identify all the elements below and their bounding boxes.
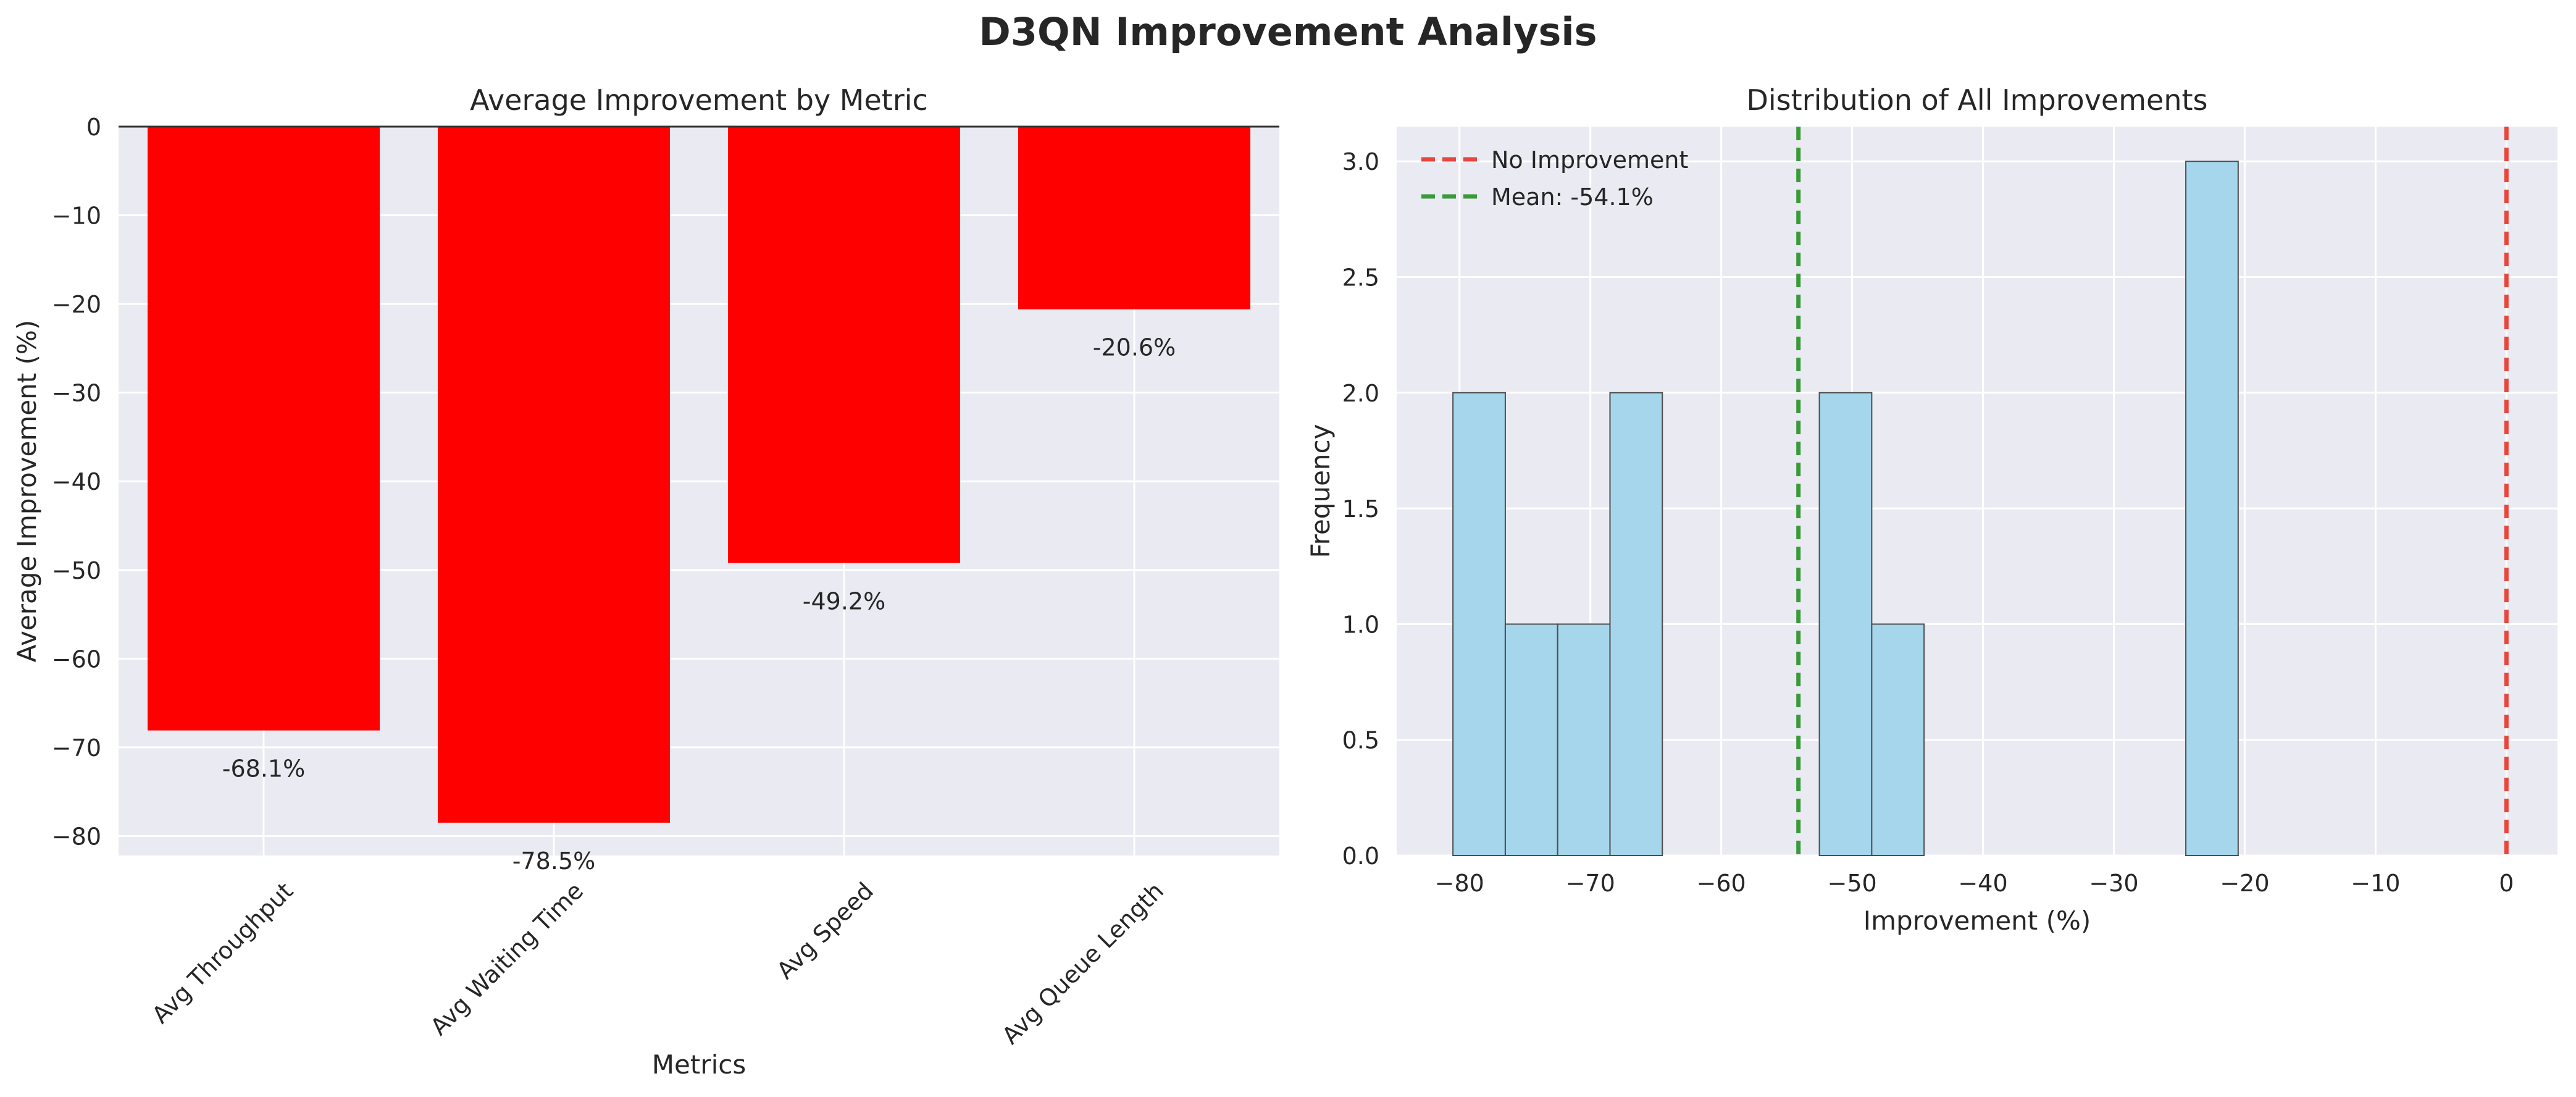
hist-bin <box>1557 623 1611 857</box>
hist-legend: No Improvement Mean: -54.1% <box>1421 146 1688 211</box>
bar-y-tick-label: −40 <box>52 468 101 495</box>
bar-chart-title: Average Improvement by Metric <box>470 83 928 117</box>
hist-y-tick-label: 1.0 <box>1342 611 1379 638</box>
bar-x-tick-label: Avg Speed <box>772 877 879 985</box>
hist-bins <box>1452 161 2239 857</box>
legend-item-no-improvement: No Improvement <box>1421 146 1688 174</box>
hist-bin <box>1818 392 1873 856</box>
bar-y-tick-label: −30 <box>52 380 101 407</box>
bar <box>1018 127 1250 309</box>
hist-x-tick-label: 0 <box>2499 870 2514 897</box>
hist-y-tick-label: 2.5 <box>1342 264 1379 291</box>
bar-series: -68.1% -78.5% -49.2% -20.6% <box>119 125 1279 875</box>
bar-y-tick-label: −80 <box>52 823 101 850</box>
hist-bin <box>1871 623 1925 857</box>
bar <box>728 127 960 563</box>
hist-bin <box>1609 392 1663 856</box>
bar-chart-panel: -68.1% -78.5% -49.2% -20.6% 0 −10 −20 −30 −40 −5… <box>12 83 1279 1080</box>
hist-x-tick-label: −80 <box>1435 870 1484 897</box>
bar-y-tick-label: −50 <box>52 557 101 584</box>
hist-x-tick-label: −70 <box>1566 870 1615 897</box>
bar-y-axis-label: Average Improvement (%) <box>12 320 42 662</box>
hist-x-tick-label: −30 <box>2089 870 2138 897</box>
bar-x-axis-label: Metrics <box>652 1049 746 1080</box>
hist-bin <box>2185 161 2239 857</box>
hist-y-axis-label: Frequency <box>1305 424 1336 558</box>
hist-x-tick-label: −60 <box>1697 870 1746 897</box>
figure-title: D3QN Improvement Analysis <box>979 9 1597 54</box>
bar-x-tick-label: Avg Waiting Time <box>425 877 589 1041</box>
hist-y-tick-label: 0.5 <box>1342 727 1379 754</box>
hist-bin <box>1504 623 1558 857</box>
hist-x-tick-label: −40 <box>1958 870 2007 897</box>
bar-y-tick-label: −70 <box>52 734 101 762</box>
hist-y-tick-label: 2.0 <box>1342 380 1379 407</box>
hist-x-tick-label: −10 <box>2351 870 2400 897</box>
hist-y-tick-label: 0.0 <box>1342 843 1379 870</box>
bar-x-tick-label: Avg Queue Length <box>997 877 1169 1049</box>
bar <box>148 127 380 731</box>
bar-value-label: -68.1% <box>222 755 305 783</box>
bar <box>438 127 670 823</box>
hist-x-tick-label: −20 <box>2220 870 2269 897</box>
bar-y-tick-label: −20 <box>52 291 101 318</box>
hist-bin <box>1452 392 1506 856</box>
histogram-panel: 0.0 0.5 1.0 1.5 2.0 2.5 3.0 −80 −70 −60 −50 −40 −30 −… <box>1305 83 2557 936</box>
bar-y-tick-label: −60 <box>52 645 101 673</box>
bar-x-tick-label: Avg Throughput <box>147 877 298 1028</box>
hist-reference-lines <box>1796 127 2509 855</box>
legend-label-mean: Mean: -54.1% <box>1491 183 1654 211</box>
bar-value-label: -20.6% <box>1093 334 1176 361</box>
bar-value-label: -49.2% <box>803 587 885 615</box>
bar-value-label: -78.5% <box>512 847 595 875</box>
hist-y-tick-label: 1.5 <box>1342 495 1379 523</box>
hist-x-tick-label: −50 <box>1827 870 1876 897</box>
hist-axis-ticks: 0.0 0.5 1.0 1.5 2.0 2.5 3.0 −80 −70 −60 −50 −40 −30 −… <box>1342 148 2514 897</box>
bar-y-tick-label: 0 <box>86 114 101 141</box>
bar-y-tick-label: −10 <box>52 203 101 230</box>
legend-item-mean: Mean: -54.1% <box>1421 183 1654 211</box>
hist-chart-title: Distribution of All Improvements <box>1746 83 2207 117</box>
hist-y-tick-label: 3.0 <box>1342 148 1379 175</box>
legend-label-no-improvement: No Improvement <box>1491 146 1688 174</box>
hist-x-axis-label: Improvement (%) <box>1863 906 2091 936</box>
